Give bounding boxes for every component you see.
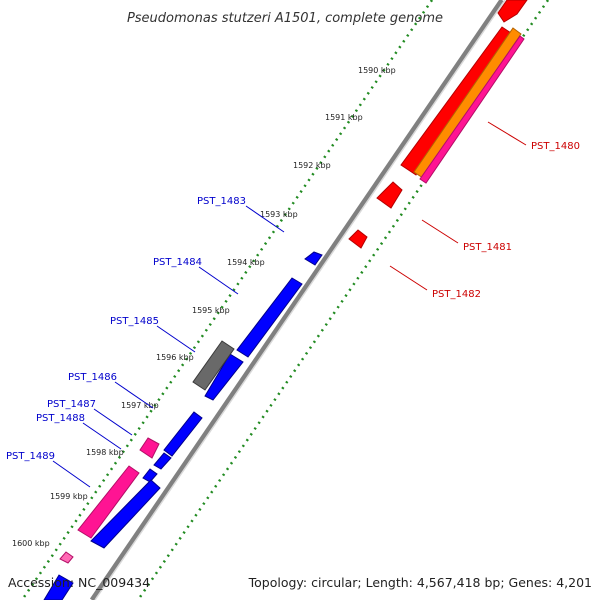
callout-line <box>487 121 527 146</box>
gene-label-pst-1488: PST_1488 <box>36 413 85 424</box>
gene-blue-small[interactable] <box>142 468 158 483</box>
gene-label-pst-1485: PST_1485 <box>110 316 159 327</box>
gene-pst-1488[interactable] <box>153 452 172 470</box>
gene-pst-1486[interactable] <box>163 411 203 457</box>
map-title: Pseudomonas stutzeri A1501, complete gen… <box>127 11 443 26</box>
gene-bottom-blue[interactable] <box>43 574 74 600</box>
callout-line <box>82 422 122 450</box>
gene-pst-1487[interactable] <box>139 437 160 459</box>
accession-text: Accession: NC_009434 <box>8 575 150 590</box>
gene-label-pst-1483: PST_1483 <box>197 196 246 207</box>
gene-pst-1481[interactable] <box>376 181 403 209</box>
callout-line <box>198 266 239 295</box>
gene-pst-1485[interactable] <box>192 340 235 391</box>
scale-label: 1591 kbp <box>325 113 363 122</box>
scale-label: 1594 kbp <box>227 258 265 267</box>
gene-label-pst-1482: PST_1482 <box>432 289 481 300</box>
gene-pst-1482[interactable] <box>348 229 368 249</box>
scale-label: 1593 kbp <box>260 210 298 219</box>
forward-gene-labels: PST_1480 PST_1481 PST_1482 <box>389 121 580 300</box>
callout-line <box>245 205 285 233</box>
scale-label: 1596 kbp <box>156 353 194 362</box>
gene-label-pst-1487: PST_1487 <box>47 399 96 410</box>
scale-labels: 1590 kbp 1591 kbp 1592 kbp 1593 kbp 1594… <box>12 66 396 548</box>
gene-label-pst-1484: PST_1484 <box>153 257 202 268</box>
genome-backbone <box>89 0 505 600</box>
reverse-gene-labels: PST_1483 PST_1484 PST_1485 PST_1486 PST_… <box>6 196 285 488</box>
forward-genes <box>348 0 528 249</box>
gene-label-pst-1489: PST_1489 <box>6 451 55 462</box>
callout-line <box>52 460 91 488</box>
gene-label-pst-1481: PST_1481 <box>463 242 512 253</box>
scale-label: 1600 kbp <box>12 539 50 548</box>
gene-pst-1480[interactable] <box>400 26 515 176</box>
callout-line <box>156 325 196 353</box>
gene-label-pst-1486: PST_1486 <box>68 372 117 383</box>
gene-bottom-pink[interactable] <box>59 551 74 564</box>
reverse-tick-track <box>20 0 434 600</box>
gene-pst-1484[interactable] <box>236 277 303 358</box>
scale-label: 1599 kbp <box>50 492 88 501</box>
gene-blue-long[interactable] <box>90 479 161 549</box>
gene-label-pst-1480: PST_1480 <box>531 141 580 152</box>
callout-line <box>389 265 428 291</box>
callout-line <box>421 219 459 244</box>
callout-line <box>114 381 154 409</box>
gene-pst-1489[interactable] <box>77 465 140 539</box>
scale-label: 1595 kbp <box>192 306 230 315</box>
scale-label: 1592 kbp <box>293 161 331 170</box>
gene-pst-1484b[interactable] <box>204 353 244 401</box>
scale-label: 1597 kbp <box>121 401 159 410</box>
genome-backbone-highlight <box>94 0 506 600</box>
scale-label: 1590 kbp <box>358 66 396 75</box>
gene-pst-1483[interactable] <box>304 251 323 266</box>
callout-line <box>93 408 133 436</box>
gene-top-red[interactable] <box>497 0 528 23</box>
reverse-genes <box>43 251 323 600</box>
gene-pink[interactable] <box>419 35 525 184</box>
scale-label: 1598 kbp <box>86 448 124 457</box>
topology-text: Topology: circular; Length: 4,567,418 bp… <box>248 575 592 590</box>
